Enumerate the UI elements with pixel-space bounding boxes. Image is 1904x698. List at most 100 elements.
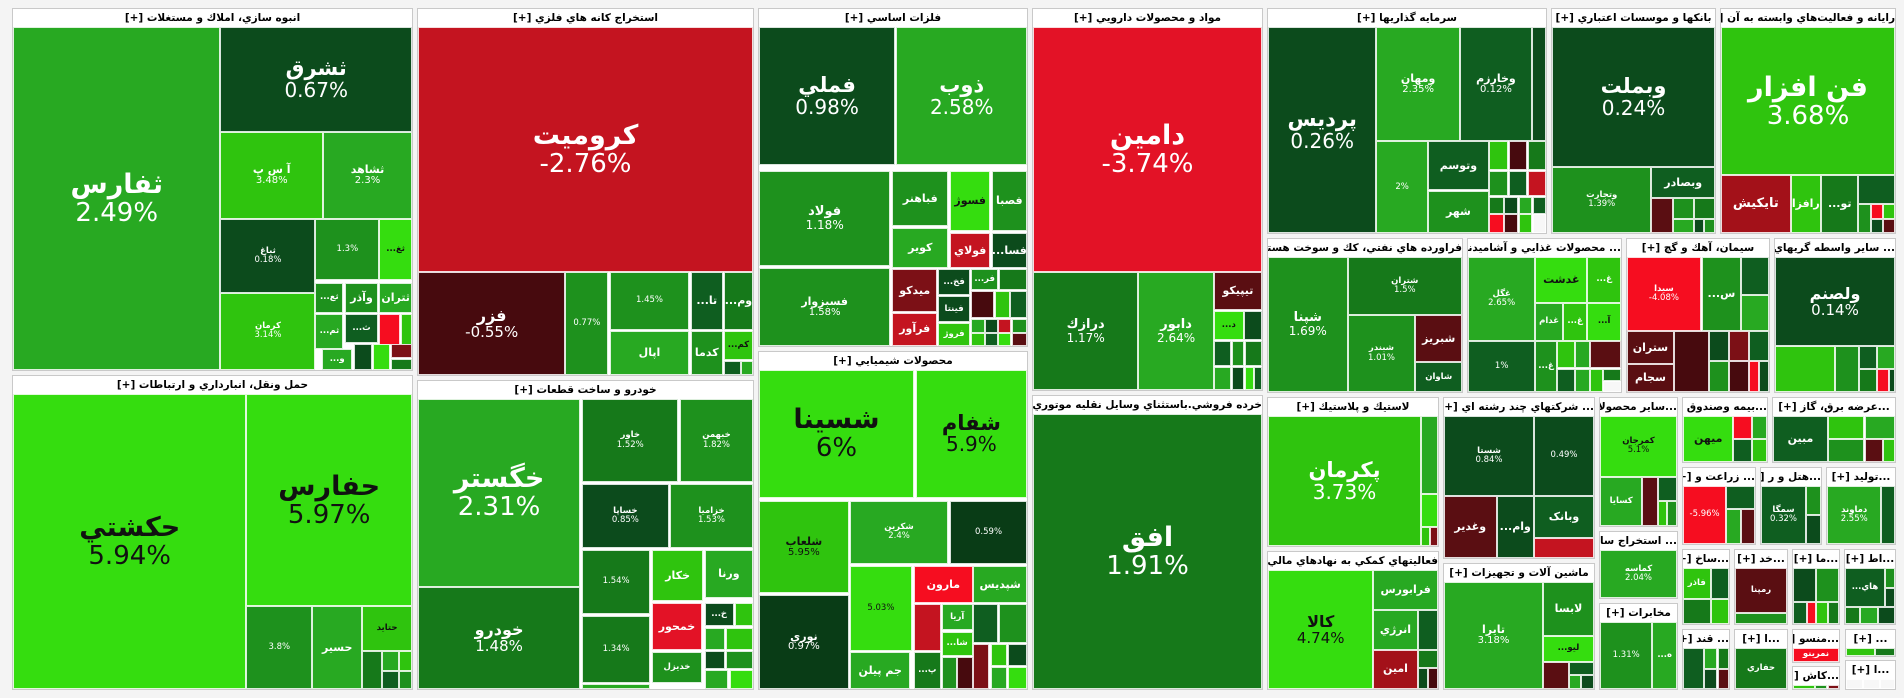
treemap-tile[interactable] xyxy=(1816,568,1839,602)
treemap-tile[interactable] xyxy=(1666,500,1677,526)
treemap-tile-stock[interactable]: ...آ xyxy=(1587,302,1621,341)
sector-header-cement[interactable]: سيمان، آهك و گچ [+] xyxy=(1627,239,1769,257)
sector-header-transport[interactable]: حمل ونقل، انبارداري و ارتباطات [+] xyxy=(13,376,412,394)
treemap-tile[interactable] xyxy=(1568,675,1581,689)
treemap-tile[interactable] xyxy=(1863,679,1881,689)
treemap-tile-stock[interactable]: شپنا 1.69% xyxy=(1268,257,1348,392)
treemap-tile[interactable] xyxy=(1726,509,1741,544)
treemap-tile[interactable] xyxy=(971,291,995,319)
sector-header-retail[interactable]: خرده فروشي.باستثناي وسايل نقليه موتوري [… xyxy=(1033,396,1262,414)
treemap-tile[interactable] xyxy=(1735,612,1787,624)
treemap-tile[interactable] xyxy=(1421,494,1438,527)
treemap-tile-stock[interactable]: شتران 1.5% xyxy=(1347,257,1462,316)
treemap-tile-stock[interactable]: ثفارس 2.49% xyxy=(13,27,221,370)
treemap-tile[interactable] xyxy=(1751,439,1767,462)
treemap-tile-stock[interactable]: انرژي xyxy=(1373,610,1418,650)
treemap-tile[interactable] xyxy=(1534,538,1594,558)
sector-header-misc-2[interactable]: ...ا [+] xyxy=(1846,661,1895,679)
treemap-tile-stock[interactable]: ...و xyxy=(322,349,353,370)
treemap-tile-stock[interactable]: امين xyxy=(1373,649,1418,689)
treemap-tile[interactable] xyxy=(990,667,1007,689)
treemap-tile-stock[interactable]: ومهان 2.35% xyxy=(1376,27,1460,142)
treemap-tile[interactable] xyxy=(1012,333,1027,346)
treemap-tile-stock[interactable]: لابسا xyxy=(1543,582,1594,636)
treemap-tile[interactable] xyxy=(1885,568,1895,588)
sector-header-ceramic-tile[interactable]: ...کاش [+] xyxy=(1793,667,1839,685)
sector-header-auto[interactable]: خودرو و ساخت قطعات [+] xyxy=(418,381,753,399)
treemap-tile-stock[interactable]: فاذر xyxy=(1683,568,1711,599)
treemap-tile-stock[interactable]: شپديس xyxy=(973,566,1027,603)
treemap-tile-stock[interactable]: افق 1.91% xyxy=(1033,414,1262,689)
treemap-tile[interactable] xyxy=(723,361,741,375)
treemap-tile[interactable] xyxy=(1749,360,1760,392)
treemap-tile-stock[interactable]: فينتا xyxy=(938,295,971,323)
treemap-tile[interactable] xyxy=(1864,416,1895,439)
treemap-tile-stock[interactable]: فباهنر xyxy=(892,170,949,227)
treemap-tile[interactable] xyxy=(401,314,412,346)
treemap-tile[interactable] xyxy=(379,314,401,346)
treemap-tile[interactable] xyxy=(994,291,1010,319)
treemap-tile-stock[interactable]: ثشرق 0.67% xyxy=(220,27,412,132)
treemap-tile[interactable] xyxy=(582,683,651,689)
treemap-tile-stock[interactable]: شبندر 1.01% xyxy=(1347,315,1416,392)
treemap-tile-stock[interactable]: ...فسا xyxy=(991,232,1027,269)
treemap-tile-stock[interactable]: ...فخ xyxy=(938,269,971,295)
treemap-tile[interactable] xyxy=(973,644,990,689)
treemap-tile[interactable] xyxy=(1870,204,1883,219)
sector-header-banks[interactable]: بانكها و موسسات اعتباري [+] xyxy=(1552,9,1715,27)
treemap-tile-stock[interactable]: نمرينو xyxy=(1793,648,1839,662)
treemap-tile-stock[interactable]: کدما xyxy=(690,330,723,375)
treemap-tile-stock[interactable]: تايکيش xyxy=(1721,175,1791,233)
treemap-tile[interactable] xyxy=(1532,196,1546,214)
treemap-tile[interactable]: 3.8% xyxy=(246,606,313,689)
treemap-tile[interactable] xyxy=(1827,601,1839,624)
treemap-tile[interactable] xyxy=(1580,675,1594,689)
sector-header-hotel[interactable]: ...هتل و ر [+] xyxy=(1761,468,1821,486)
treemap-tile[interactable] xyxy=(1883,204,1895,219)
treemap-tile[interactable] xyxy=(913,604,941,651)
treemap-tile-stock[interactable]: ...وام xyxy=(1496,495,1534,558)
treemap-tile[interactable] xyxy=(1717,668,1729,689)
treemap-tile-stock[interactable]: شهر xyxy=(1427,190,1489,233)
treemap-tile[interactable] xyxy=(729,670,753,689)
treemap-tile[interactable]: 1.54% xyxy=(582,549,651,615)
treemap-tile[interactable] xyxy=(1602,380,1621,392)
sector-header-power-generation[interactable]: ...توليد [+] xyxy=(1827,468,1895,486)
treemap-tile-stock[interactable]: دامين -3.74% xyxy=(1033,27,1262,273)
treemap-tile[interactable] xyxy=(726,628,753,651)
treemap-tile[interactable] xyxy=(362,650,383,689)
treemap-tile[interactable] xyxy=(382,671,400,689)
treemap-tile[interactable] xyxy=(1417,610,1438,650)
treemap-tile-stock[interactable]: کماسه 2.04% xyxy=(1600,550,1677,598)
treemap-tile[interactable] xyxy=(1673,331,1710,392)
treemap-tile[interactable] xyxy=(1827,439,1865,462)
treemap-tile[interactable] xyxy=(1883,218,1895,233)
treemap-tile[interactable] xyxy=(1806,601,1816,624)
treemap-tile[interactable] xyxy=(1528,141,1546,171)
treemap-tile-stock[interactable]: فملي 0.98% xyxy=(759,27,896,166)
treemap-tile[interactable]: 0.77% xyxy=(565,272,609,375)
treemap-tile[interactable] xyxy=(1877,346,1895,370)
sector-header-real-estate[interactable]: انبوه سازي، املاك و مستغلات [+] xyxy=(13,9,412,27)
treemap-tile[interactable]: 5.03% xyxy=(850,566,912,651)
sector-header-other-financial[interactable]: ... ساير واسطه گريهاي [+] xyxy=(1775,239,1895,257)
treemap-tile-stock[interactable]: حسير xyxy=(312,606,363,689)
treemap-tile-stock[interactable]: رافزا xyxy=(1790,175,1822,233)
treemap-tile-stock[interactable]: کرمان 3.14% xyxy=(220,292,316,370)
treemap-tile[interactable] xyxy=(1421,526,1430,546)
treemap-tile[interactable] xyxy=(1709,360,1730,392)
treemap-tile[interactable] xyxy=(1543,662,1569,689)
treemap-tile[interactable] xyxy=(1509,171,1528,196)
treemap-tile[interactable]: 1.3% xyxy=(315,219,380,281)
treemap-tile[interactable] xyxy=(1775,346,1835,392)
sector-header-it-communication[interactable]: ...اط [+] xyxy=(1845,550,1895,568)
treemap-tile-stock[interactable]: خساپا 0.85% xyxy=(582,483,669,549)
treemap-tile-stock[interactable]: غدام xyxy=(1535,302,1563,341)
treemap-tile-stock[interactable]: فسوژ xyxy=(950,170,991,232)
treemap-tile[interactable] xyxy=(741,361,753,375)
treemap-tile[interactable] xyxy=(1882,439,1895,462)
treemap-tile[interactable] xyxy=(1489,171,1509,196)
treemap-tile[interactable]: 1% xyxy=(1468,340,1536,392)
treemap-tile[interactable] xyxy=(1740,294,1769,332)
treemap-tile-stock[interactable]: کروميت -2.76% xyxy=(418,27,753,273)
